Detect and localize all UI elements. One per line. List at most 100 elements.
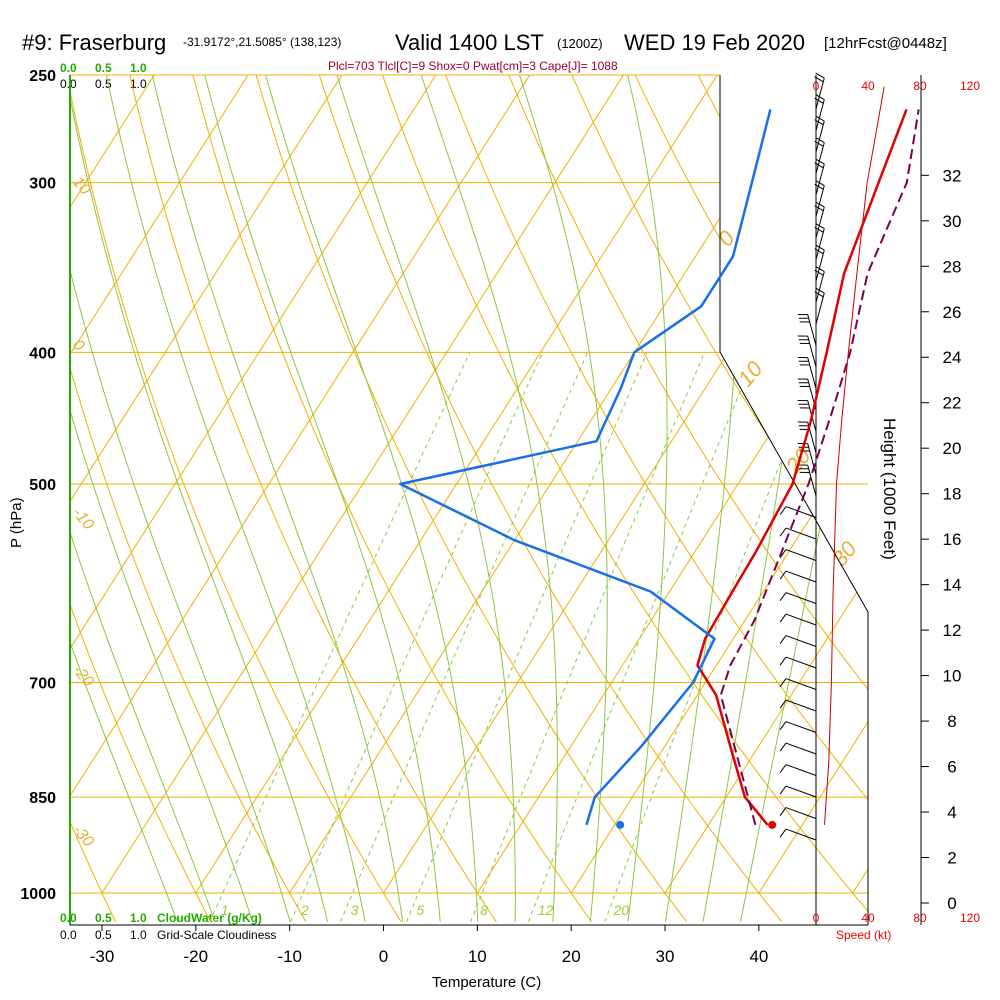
cloudiness-scale-top-2: 1.0 bbox=[130, 77, 147, 91]
height-tick-label: 14 bbox=[943, 576, 962, 595]
valid-time: Valid 1400 LST bbox=[395, 30, 544, 55]
dewpoint-profile bbox=[399, 109, 772, 826]
isotherm bbox=[70, 75, 629, 894]
wind-barb bbox=[779, 527, 817, 540]
wind-barb bbox=[797, 335, 817, 368]
mixing-ratio-label: 12 bbox=[538, 902, 554, 918]
wind-barb bbox=[779, 764, 817, 776]
mixing-ratio-line bbox=[290, 352, 544, 923]
temperature-tick-label: 40 bbox=[749, 947, 768, 966]
mixing-ratio-label: 2 bbox=[300, 902, 309, 918]
wind-barb bbox=[779, 807, 817, 819]
moist-adiabat bbox=[174, 75, 441, 922]
station-name: #9: Fraserburg bbox=[22, 30, 166, 55]
cloudiness-scale-bottom-0: 0.0 bbox=[60, 928, 77, 942]
isotherm-label: -30 bbox=[69, 822, 97, 851]
isotherm-label: 30 bbox=[827, 536, 862, 571]
surface-dewpoint-marker bbox=[616, 820, 625, 829]
temperature-tick-label: 0 bbox=[379, 947, 388, 966]
isotherm-label: 10 bbox=[733, 356, 768, 391]
wind-barb bbox=[779, 785, 817, 798]
height-tick-label: 32 bbox=[943, 166, 962, 185]
isotherm bbox=[289, 75, 868, 894]
speed-tick-label-bottom: 80 bbox=[913, 911, 927, 925]
x-axis-label: Temperature (C) bbox=[432, 974, 541, 991]
cloudiness-scale-bottom-1: 0.5 bbox=[95, 928, 112, 942]
cloudwater-scale-bottom-2: 1.0 bbox=[130, 911, 147, 925]
thermodynamic-background bbox=[0, 0, 1000, 923]
wind-barb bbox=[797, 357, 817, 389]
wind-barb bbox=[779, 678, 817, 690]
dry-adiabat bbox=[102, 75, 497, 923]
height-tick-label: 30 bbox=[943, 212, 962, 231]
isotherm bbox=[70, 75, 723, 894]
height-tick-label: 0 bbox=[947, 894, 956, 913]
height-axis-label: Height (1000 Feet) bbox=[880, 418, 899, 560]
wind-barb bbox=[779, 656, 817, 669]
cloudwater-scale-top-1: 0.5 bbox=[95, 61, 112, 75]
surface-temperature-marker bbox=[768, 820, 777, 829]
sounding-parameters: Plcl=703 Tlcl[C]=9 Shox=0 Pwat[cm]=3 Cap… bbox=[328, 59, 618, 73]
isotherm bbox=[0, 0, 65, 893]
pressure-tick-label: 250 bbox=[29, 68, 56, 85]
wind-barb bbox=[779, 742, 817, 755]
dry-adiabat bbox=[162, 75, 592, 923]
isobars bbox=[70, 74, 868, 894]
wind-speed-profile bbox=[824, 86, 885, 825]
moist-adiabat bbox=[70, 75, 329, 922]
cloudiness-scale-top-0: 0.0 bbox=[60, 77, 77, 91]
isotherm bbox=[852, 75, 868, 894]
mixing-ratio-label: 3 bbox=[351, 902, 359, 918]
wind-barb bbox=[814, 180, 825, 217]
dry-adiabat bbox=[280, 75, 783, 923]
temperature-profile bbox=[696, 108, 908, 826]
moist-adiabat bbox=[70, 75, 253, 922]
mixing-ratio-line bbox=[340, 352, 589, 922]
dry-adiabat bbox=[517, 75, 868, 923]
dry-adiabat bbox=[0, 0, 21, 922]
speed-tick-label-bottom: 120 bbox=[960, 911, 980, 925]
pressure-tick-label: 300 bbox=[29, 176, 56, 193]
moist-adiabat bbox=[81, 75, 366, 922]
height-tick-label: 26 bbox=[943, 303, 962, 322]
y-axis-label: P (hPa) bbox=[8, 497, 25, 548]
dry-adiabat bbox=[70, 75, 117, 923]
valid-date: WED 19 Feb 2020 bbox=[624, 30, 805, 55]
height-tick-label: 6 bbox=[947, 758, 956, 777]
wind-barb bbox=[779, 613, 817, 626]
dry-adiabat bbox=[933, 0, 1000, 922]
cloudwater-scale-bottom-0: 0.0 bbox=[60, 911, 77, 925]
pressure-tick-label: 400 bbox=[29, 345, 56, 362]
moist-adiabat bbox=[590, 75, 668, 922]
wind-barb bbox=[814, 72, 825, 110]
wind-barb bbox=[779, 828, 817, 841]
wind-barb bbox=[814, 115, 825, 153]
height-tick-label: 4 bbox=[947, 803, 956, 822]
valid-zulu: (1200Z) bbox=[557, 36, 603, 51]
isotherm bbox=[383, 75, 868, 894]
isotherm bbox=[195, 75, 868, 894]
temperature-tick-label: 20 bbox=[562, 947, 581, 966]
forecast-label: [12hrFcst@0448z] bbox=[824, 35, 947, 52]
mixing-ratio-line bbox=[406, 352, 648, 922]
moist-adiabat bbox=[299, 75, 516, 922]
wind-barb bbox=[814, 158, 825, 196]
dry-adiabat bbox=[221, 75, 687, 923]
mixing-ratio-label: 1 bbox=[221, 902, 229, 918]
mixing-ratio-label: 20 bbox=[613, 902, 630, 918]
wind-barb bbox=[814, 94, 825, 131]
dry-adiabat bbox=[458, 75, 868, 923]
isotherm bbox=[70, 75, 347, 894]
height-tick-label: 18 bbox=[943, 485, 962, 504]
height-tick-label: 8 bbox=[947, 712, 956, 731]
moist-adiabat bbox=[124, 75, 404, 922]
cloudiness-label: Grid-Scale Cloudiness bbox=[157, 928, 276, 942]
cloudwater-scale-top-2: 1.0 bbox=[130, 61, 147, 75]
mixing-ratio-line bbox=[528, 352, 757, 922]
height-tick-label: 16 bbox=[943, 530, 962, 549]
dry-adiabat bbox=[70, 75, 212, 923]
height-tick-label: 28 bbox=[943, 257, 962, 276]
wind-barb bbox=[779, 570, 817, 583]
